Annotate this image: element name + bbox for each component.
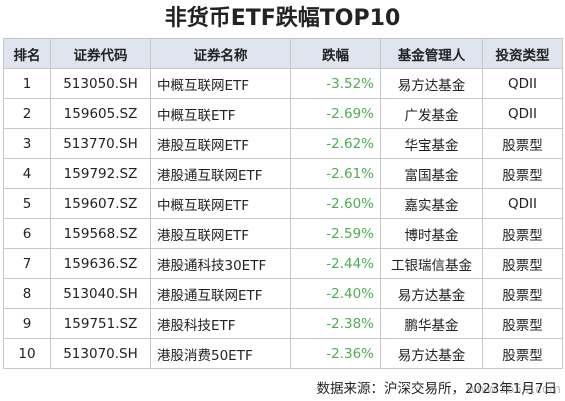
- table-cell: 中概互联ETF: [150, 98, 291, 129]
- table-cell: 5: [3, 188, 51, 219]
- table-cell: 股票型: [482, 158, 563, 189]
- table-cell: 159568.SZ: [50, 218, 151, 249]
- table-cell: 股票型: [482, 338, 563, 369]
- table-body: 1 513050.SH 中概互联网ETF -3.52% 易方达基金 QDII 2 159605…: [3, 68, 563, 369]
- table-cell: -2.59%: [290, 218, 381, 249]
- table-cell: 博时基金: [380, 218, 483, 249]
- table-cell: 中概互联网ETF: [150, 68, 291, 99]
- table-cell: -3.52%: [290, 68, 381, 99]
- table-cell: 513040.SH: [50, 278, 151, 309]
- table-row: 1 513050.SH 中概互联网ETF -3.52% 易方达基金 QDII: [3, 68, 563, 99]
- table-cell: QDII: [482, 188, 563, 219]
- table-cell: -2.40%: [290, 278, 381, 309]
- table-cell: 159607.SZ: [50, 188, 151, 219]
- table-cell: 6: [3, 218, 51, 249]
- table-cell: 港股消费50ETF: [150, 338, 291, 369]
- table-cell: 港股互联网ETF: [150, 218, 291, 249]
- table-cell: QDII: [482, 68, 563, 99]
- table-row: 8 513040.SH 港股通互联网ETF -2.40% 易方达基金 股票型: [3, 278, 563, 309]
- table-cell: 9: [3, 308, 51, 339]
- table-cell: 4: [3, 158, 51, 189]
- table-cell: 513770.SH: [50, 128, 151, 159]
- table-cell: 嘉实基金: [380, 188, 483, 219]
- table-cell: -2.61%: [290, 158, 381, 189]
- table-row: 6 159568.SZ 港股互联网ETF -2.59% 博时基金 股票型: [3, 218, 563, 249]
- table-row: 9 159751.SZ 港股科技ETF -2.38% 鹏华基金 股票型: [3, 308, 563, 339]
- table-cell: 易方达基金: [380, 338, 483, 369]
- table-cell: 股票型: [482, 278, 563, 309]
- table-cell: QDII: [482, 98, 563, 129]
- header-cell: 跌幅: [290, 38, 381, 69]
- table-row: 10 513070.SH 港股消费50ETF -2.36% 易方达基金 股票型: [3, 338, 563, 369]
- table-cell: 513050.SH: [50, 68, 151, 99]
- table-row: 5 159607.SZ 中概互联网ETF -2.60% 嘉实基金 QDII: [3, 188, 563, 219]
- table-cell: 股票型: [482, 218, 563, 249]
- table-cell: 159605.SZ: [50, 98, 151, 129]
- table-cell: 华宝基金: [380, 128, 483, 159]
- table-cell: 港股科技ETF: [150, 308, 291, 339]
- table-cell: 港股通科技30ETF: [150, 248, 291, 279]
- table-cell: 股票型: [482, 308, 563, 339]
- table-cell: 159636.SZ: [50, 248, 151, 279]
- table-cell: 易方达基金: [380, 68, 483, 99]
- table-cell: 股票型: [482, 248, 563, 279]
- table-row: 7 159636.SZ 港股通科技30ETF -2.44% 工银瑞信基金 股票型: [3, 248, 563, 279]
- table-cell: -2.38%: [290, 308, 381, 339]
- header-row: 排名 证券代码 证券名称 跌幅 基金管理人 投资类型: [3, 38, 563, 69]
- table-cell: 159751.SZ: [50, 308, 151, 339]
- table-cell: 159792.SZ: [50, 158, 151, 189]
- table-cell: 1: [3, 68, 51, 99]
- watermark: www.365jz.com: [466, 382, 561, 396]
- table-cell: 易方达基金: [380, 278, 483, 309]
- table-cell: 广发基金: [380, 98, 483, 129]
- header-cell: 基金管理人: [380, 38, 483, 69]
- table-cell: 10: [3, 338, 51, 369]
- table-cell: 7: [3, 248, 51, 279]
- table-cell: 工银瑞信基金: [380, 248, 483, 279]
- header-cell: 证券名称: [150, 38, 291, 69]
- table: 排名 证券代码 证券名称 跌幅 基金管理人 投资类型 1 513050.SH 中概互联网ETF…: [3, 38, 563, 369]
- table-cell: 中概互联网ETF: [150, 188, 291, 219]
- table-row: 3 513770.SH 港股互联网ETF -2.62% 华宝基金 股票型: [3, 128, 563, 159]
- table-cell: -2.44%: [290, 248, 381, 279]
- table-row: 4 159792.SZ 港股通互联网ETF -2.61% 富国基金 股票型: [3, 158, 563, 189]
- title: 非货币ETF跌幅TOP10: [164, 6, 401, 31]
- table-cell: 富国基金: [380, 158, 483, 189]
- header-cell: 投资类型: [482, 38, 563, 69]
- table-row: 2 159605.SZ 中概互联ETF -2.69% 广发基金 QDII: [3, 98, 563, 129]
- table-cell: 3: [3, 128, 51, 159]
- table-cell: -2.62%: [290, 128, 381, 159]
- table-cell: 8: [3, 278, 51, 309]
- header-cell: 证券代码: [50, 38, 151, 69]
- table-cell: 港股通互联网ETF: [150, 278, 291, 309]
- table-cell: -2.60%: [290, 188, 381, 219]
- table-cell: 2: [3, 98, 51, 129]
- table-cell: -2.69%: [290, 98, 381, 129]
- table-cell: 鹏华基金: [380, 308, 483, 339]
- table-cell: 港股通互联网ETF: [150, 158, 291, 189]
- table-cell: 股票型: [482, 128, 563, 159]
- header-cell: 排名: [3, 38, 51, 69]
- table-cell: -2.36%: [290, 338, 381, 369]
- source-note: 数据来源：沪深交易所，2023年1月7日: [316, 381, 557, 397]
- table-cell: 513070.SH: [50, 338, 151, 369]
- table-cell: 港股互联网ETF: [150, 128, 291, 159]
